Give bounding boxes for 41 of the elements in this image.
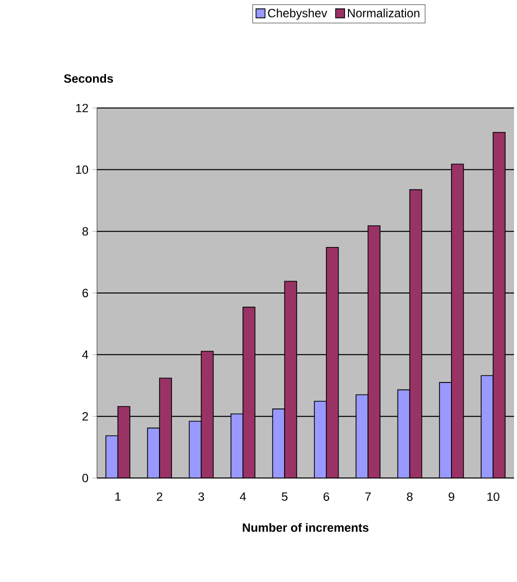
y-tick-label: 6 xyxy=(82,288,88,298)
bar xyxy=(314,400,327,478)
legend-label: Normalization xyxy=(348,8,420,18)
bar xyxy=(451,164,464,478)
bar xyxy=(439,382,452,478)
y-tick-label: 0 xyxy=(82,474,88,482)
y-tick-label: 12 xyxy=(76,104,88,112)
bar xyxy=(272,408,286,478)
y-tick-label: 2 xyxy=(82,412,88,421)
bar xyxy=(397,389,410,478)
x-axis-title: Number of increments xyxy=(242,523,368,532)
bar xyxy=(159,378,172,478)
x-tick-label: 4 xyxy=(240,492,246,501)
x-tick-label: 10 xyxy=(487,492,500,501)
bar xyxy=(188,420,202,478)
bar xyxy=(242,306,256,478)
bar xyxy=(326,246,339,478)
y-tick-label: 4 xyxy=(82,350,88,359)
bar xyxy=(356,394,368,478)
bar xyxy=(368,225,380,478)
bar xyxy=(106,436,118,478)
bar xyxy=(230,413,244,478)
bar xyxy=(409,189,422,478)
x-tick-label: 1 xyxy=(115,492,121,501)
x-tick-label: 6 xyxy=(324,492,330,501)
x-tick-label: 5 xyxy=(282,492,288,501)
legend-label: Chebyshev xyxy=(268,8,328,20)
bar xyxy=(480,375,494,478)
bar xyxy=(200,350,214,478)
x-tick-label: 7 xyxy=(365,492,371,501)
y-tick-label: 10 xyxy=(76,165,88,174)
x-tick-label: 8 xyxy=(406,492,413,501)
y-tick-label: 8 xyxy=(82,227,88,236)
y-axis-title: Seconds xyxy=(64,74,113,83)
bar xyxy=(147,428,160,478)
bar xyxy=(118,406,130,478)
x-tick-label: 9 xyxy=(448,492,454,501)
bar xyxy=(492,132,506,478)
x-tick-label: 2 xyxy=(156,492,162,501)
bar xyxy=(284,280,298,478)
x-tick-label: 3 xyxy=(198,492,204,501)
